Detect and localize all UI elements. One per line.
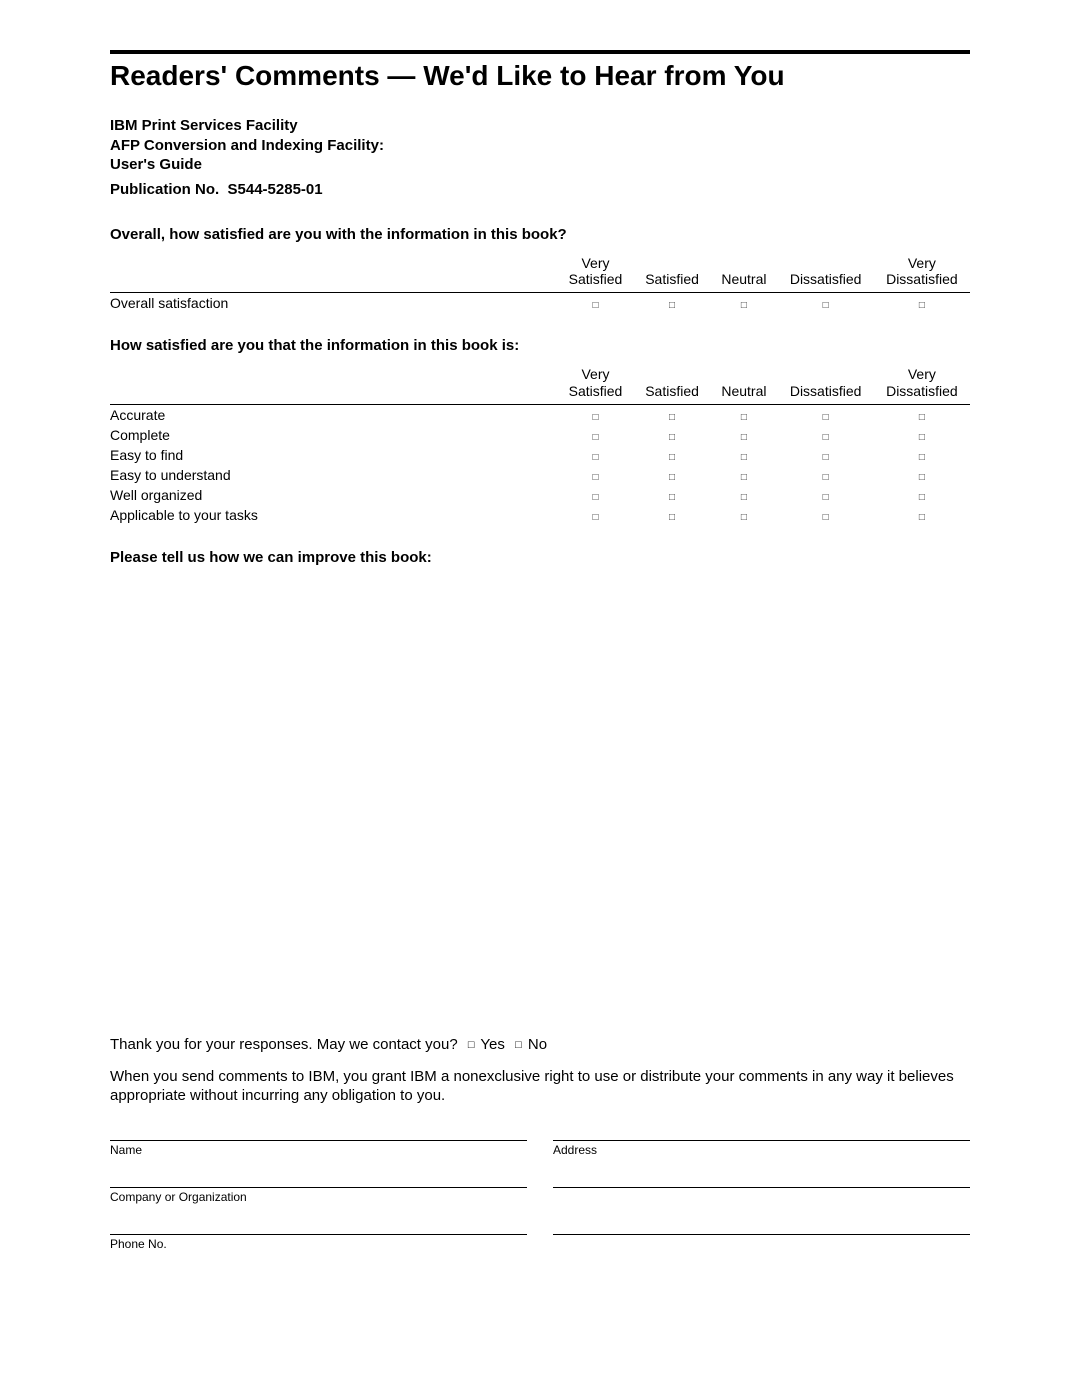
table-row: Well organized □ □ □ □ □	[110, 485, 970, 505]
pub-line-1: IBM Print Services Facility	[110, 116, 970, 136]
table-row: Applicable to your tasks □ □ □ □ □	[110, 505, 970, 525]
col-very-dissatisfied: VeryDissatisfied	[874, 253, 970, 293]
publication-info: IBM Print Services Facility AFP Conversi…	[110, 116, 970, 175]
checkbox[interactable]: □	[710, 505, 777, 525]
checkbox[interactable]: □	[557, 465, 634, 485]
checkbox[interactable]: □	[557, 293, 634, 314]
checkbox[interactable]: □	[778, 505, 874, 525]
row-label: Applicable to your tasks	[110, 505, 557, 525]
checkbox[interactable]: □	[557, 445, 634, 465]
row-label: Easy to find	[110, 445, 557, 465]
checkbox[interactable]: □	[557, 425, 634, 445]
checkbox[interactable]: □	[874, 445, 970, 465]
checkbox[interactable]: □	[710, 445, 777, 465]
checkbox[interactable]: □	[778, 404, 874, 425]
thank-you-line: Thank you for your responses. May we con…	[110, 1036, 970, 1053]
q1-table: VerySatisfied Satisfied Neutral Dissatis…	[110, 253, 970, 314]
publication-number: Publication No. S544-5285-01	[110, 181, 970, 198]
row-label: Overall satisfaction	[110, 293, 557, 314]
contact-yes-label: Yes	[480, 1036, 504, 1053]
checkbox[interactable]: □	[710, 293, 777, 314]
contact-yes-checkbox[interactable]: □	[468, 1039, 475, 1051]
contact-no-checkbox[interactable]: □	[515, 1039, 522, 1051]
phone-field[interactable]: Phone No.	[110, 1234, 527, 1251]
col-very-dissatisfied: VeryDissatisfied	[874, 364, 970, 404]
col-dissatisfied: Dissatisfied	[778, 364, 874, 404]
checkbox[interactable]: □	[710, 425, 777, 445]
q2-table: VerySatisfied Satisfied Neutral Dissatis…	[110, 364, 970, 525]
checkbox[interactable]: □	[634, 445, 711, 465]
col-neutral: Neutral	[710, 253, 777, 293]
checkbox[interactable]: □	[634, 505, 711, 525]
checkbox[interactable]: □	[874, 425, 970, 445]
checkbox[interactable]: □	[710, 485, 777, 505]
table-row: Easy to find □ □ □ □ □	[110, 445, 970, 465]
col-satisfied: Satisfied	[634, 364, 711, 404]
row-label: Well organized	[110, 485, 557, 505]
legal-text: When you send comments to IBM, you grant…	[110, 1067, 970, 1106]
pub-line-3: User's Guide	[110, 155, 970, 175]
row-label: Accurate	[110, 404, 557, 425]
checkbox[interactable]: □	[874, 505, 970, 525]
checkbox[interactable]: □	[874, 404, 970, 425]
q1-heading: Overall, how satisfied are you with the …	[110, 226, 970, 243]
checkbox[interactable]: □	[634, 465, 711, 485]
top-rule	[110, 50, 970, 54]
address-field[interactable]: Address	[553, 1140, 970, 1157]
checkbox[interactable]: □	[874, 293, 970, 314]
checkbox[interactable]: □	[778, 293, 874, 314]
checkbox[interactable]: □	[778, 425, 874, 445]
col-neutral: Neutral	[710, 364, 777, 404]
address-field-line2[interactable]	[553, 1187, 970, 1201]
pub-line-2: AFP Conversion and Indexing Facility:	[110, 136, 970, 156]
company-field[interactable]: Company or Organization	[110, 1187, 527, 1204]
checkbox[interactable]: □	[557, 485, 634, 505]
checkbox[interactable]: □	[634, 293, 711, 314]
table-row: Overall satisfaction □ □ □ □ □	[110, 293, 970, 314]
table-row: Accurate □ □ □ □ □	[110, 404, 970, 425]
checkbox[interactable]: □	[634, 404, 711, 425]
col-very-satisfied: VerySatisfied	[557, 253, 634, 293]
col-very-satisfied: VerySatisfied	[557, 364, 634, 404]
checkbox[interactable]: □	[634, 485, 711, 505]
q1-header-row: VerySatisfied Satisfied Neutral Dissatis…	[110, 253, 970, 293]
row-label: Complete	[110, 425, 557, 445]
col-satisfied: Satisfied	[634, 253, 711, 293]
name-field[interactable]: Name	[110, 1140, 527, 1157]
q2-heading: How satisfied are you that the informati…	[110, 337, 970, 354]
col-dissatisfied: Dissatisfied	[778, 253, 874, 293]
checkbox[interactable]: □	[874, 485, 970, 505]
q2-header-row: VerySatisfied Satisfied Neutral Dissatis…	[110, 364, 970, 404]
checkbox[interactable]: □	[874, 465, 970, 485]
page-title: Readers' Comments — We'd Like to Hear fr…	[110, 60, 970, 92]
checkbox[interactable]: □	[778, 485, 874, 505]
checkbox[interactable]: □	[710, 465, 777, 485]
contact-no-label: No	[528, 1036, 547, 1053]
checkbox[interactable]: □	[557, 404, 634, 425]
address-field-line3[interactable]	[553, 1234, 970, 1248]
improve-freeform-area[interactable]	[110, 576, 970, 1016]
table-row: Easy to understand □ □ □ □ □	[110, 465, 970, 485]
checkbox[interactable]: □	[710, 404, 777, 425]
checkbox[interactable]: □	[634, 425, 711, 445]
row-label: Easy to understand	[110, 465, 557, 485]
checkbox[interactable]: □	[778, 465, 874, 485]
contact-grid: Name Address Company or Organization Pho…	[110, 1140, 970, 1251]
q3-heading: Please tell us how we can improve this b…	[110, 549, 970, 566]
checkbox[interactable]: □	[778, 445, 874, 465]
checkbox[interactable]: □	[557, 505, 634, 525]
table-row: Complete □ □ □ □ □	[110, 425, 970, 445]
